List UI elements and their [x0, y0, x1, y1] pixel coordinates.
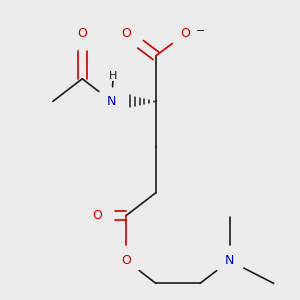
Text: N: N	[225, 254, 234, 267]
Text: O: O	[77, 27, 87, 40]
Text: O: O	[180, 27, 190, 40]
Text: O: O	[122, 27, 131, 40]
Text: O: O	[122, 254, 131, 267]
Text: −: −	[196, 26, 205, 36]
Text: H: H	[109, 71, 117, 81]
Text: N: N	[107, 95, 116, 108]
Text: O: O	[92, 209, 102, 222]
